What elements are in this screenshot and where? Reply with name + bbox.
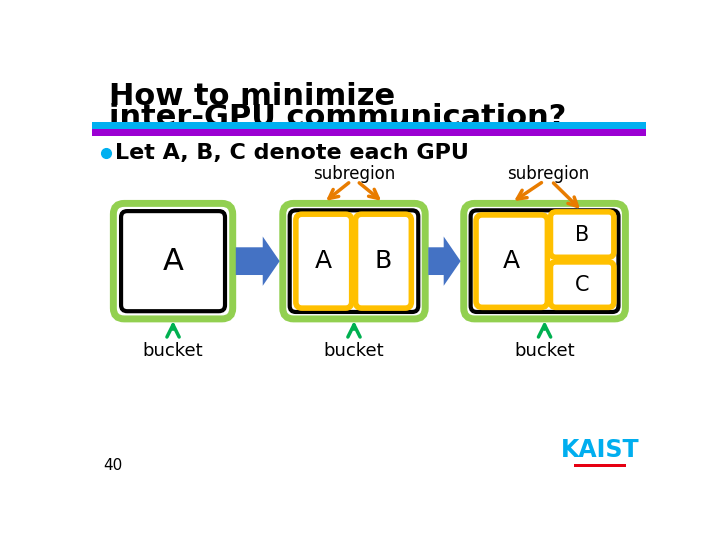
Text: inter-GPU communication?: inter-GPU communication? xyxy=(109,103,566,132)
FancyArrow shape xyxy=(235,237,279,286)
Text: Let A, B, C denote each GPU: Let A, B, C denote each GPU xyxy=(115,143,469,163)
Text: How to minimize: How to minimize xyxy=(109,82,395,111)
FancyBboxPatch shape xyxy=(121,211,225,311)
Text: KAIST: KAIST xyxy=(561,438,639,462)
Text: bucket: bucket xyxy=(514,342,575,360)
Text: subregion: subregion xyxy=(508,165,590,183)
Text: bucket: bucket xyxy=(324,342,384,360)
Text: B: B xyxy=(575,225,589,245)
Bar xyxy=(92,130,647,136)
Text: B: B xyxy=(375,249,392,273)
Text: A: A xyxy=(315,249,333,273)
FancyBboxPatch shape xyxy=(551,212,614,257)
Bar xyxy=(574,464,626,467)
FancyBboxPatch shape xyxy=(283,204,426,319)
Text: bucket: bucket xyxy=(143,342,203,360)
Text: subregion: subregion xyxy=(313,165,395,183)
Bar xyxy=(92,122,647,130)
FancyBboxPatch shape xyxy=(289,211,418,312)
Text: 40: 40 xyxy=(104,458,122,473)
FancyBboxPatch shape xyxy=(464,204,626,319)
FancyBboxPatch shape xyxy=(471,211,618,312)
Text: C: C xyxy=(575,275,590,295)
FancyBboxPatch shape xyxy=(476,215,547,307)
FancyBboxPatch shape xyxy=(296,214,351,308)
FancyBboxPatch shape xyxy=(551,262,614,307)
FancyArrow shape xyxy=(428,237,461,286)
FancyBboxPatch shape xyxy=(113,204,233,319)
Text: A: A xyxy=(503,249,521,273)
Text: A: A xyxy=(163,247,184,275)
FancyBboxPatch shape xyxy=(356,214,411,308)
